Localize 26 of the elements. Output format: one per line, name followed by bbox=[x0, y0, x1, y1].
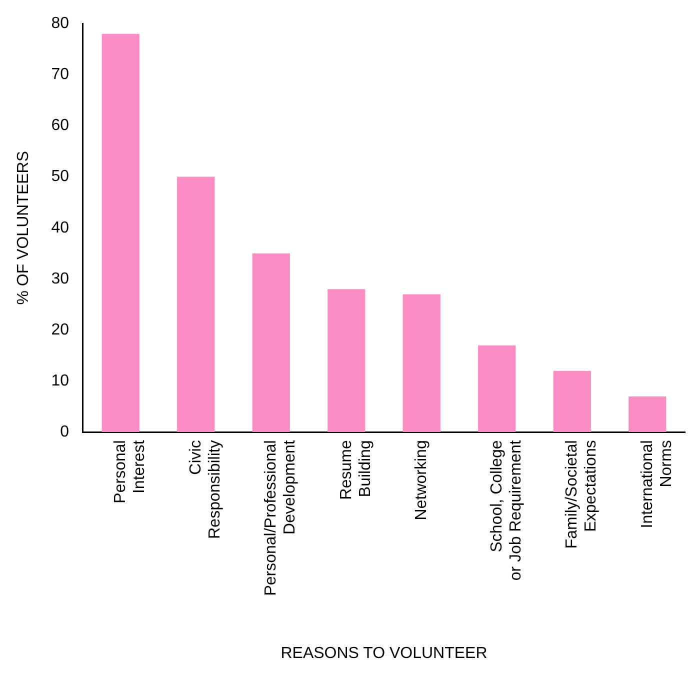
y-tick-label: 0 bbox=[60, 424, 70, 441]
bar bbox=[102, 34, 140, 432]
x-tick-label: Resume Building bbox=[338, 440, 374, 500]
y-tick-label: 10 bbox=[51, 372, 70, 390]
y-tick-label: 20 bbox=[51, 321, 70, 338]
y-tick-label: 30 bbox=[51, 270, 70, 288]
x-tick-label: Networking bbox=[413, 440, 430, 520]
y-tick-label: 40 bbox=[51, 219, 70, 236]
x-axis-title: REASONS TO VOLUNTEER bbox=[280, 644, 488, 662]
y-tick-label: 60 bbox=[51, 117, 70, 134]
bar bbox=[628, 396, 666, 432]
x-tick-label: Civic Responsibility bbox=[187, 440, 224, 539]
y-axis-title: % OF VOLUNTEERS bbox=[15, 150, 32, 305]
x-tick-label: International Norms bbox=[638, 440, 675, 528]
bar bbox=[177, 176, 215, 432]
x-tick-label: Personal Interest bbox=[112, 440, 148, 504]
x-tick-label: Personal/Professional Development bbox=[262, 440, 299, 596]
bar bbox=[328, 289, 366, 432]
bar bbox=[402, 294, 440, 432]
x-tick-label: School, College or Job Requirement bbox=[488, 440, 524, 581]
bar bbox=[252, 253, 290, 432]
y-tick-label: 80 bbox=[51, 15, 70, 32]
y-tick-label: 70 bbox=[51, 66, 70, 84]
bar bbox=[553, 370, 591, 432]
y-tick-label: 50 bbox=[51, 168, 70, 186]
bar bbox=[478, 345, 516, 432]
